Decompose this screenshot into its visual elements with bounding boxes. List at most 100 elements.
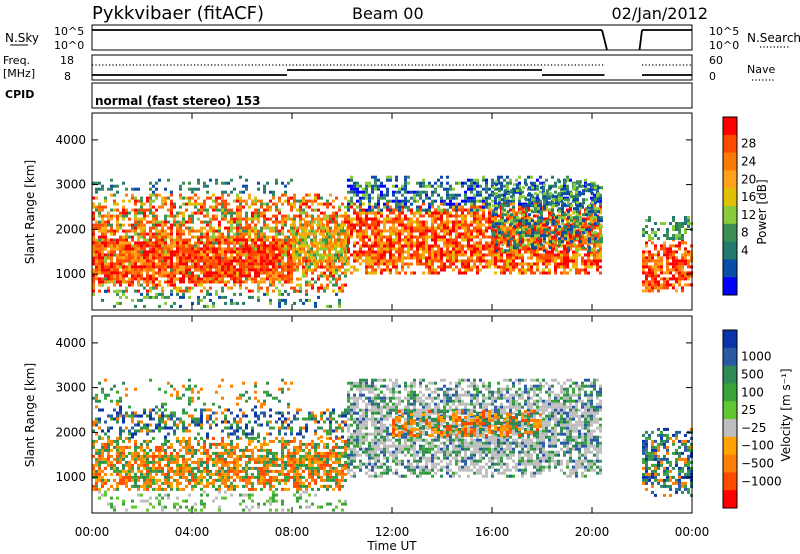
power-cell: [561, 192, 564, 196]
power-cell: [455, 214, 458, 218]
power-cell: [146, 277, 149, 281]
power-cell: [494, 217, 497, 221]
power-cell: [537, 222, 540, 226]
power-cell: [314, 280, 317, 284]
power-cell: [389, 178, 392, 182]
power-cell: [338, 208, 341, 212]
power-cell: [224, 208, 227, 212]
power-cell: [344, 235, 347, 239]
power-cell: [596, 244, 599, 248]
power-cell: [92, 262, 95, 266]
power-cell: [470, 211, 473, 215]
power-cell: [113, 283, 116, 287]
power-cell: [134, 217, 137, 221]
power-cell: [449, 232, 452, 236]
power-cell: [518, 244, 521, 248]
power-cell: [497, 238, 500, 242]
power-cell: [599, 232, 602, 236]
power-cell: [254, 265, 257, 269]
power-cell: [575, 253, 578, 257]
power-cell: [295, 241, 298, 245]
power-cell: [558, 186, 561, 190]
power-cell: [149, 256, 152, 260]
power-cell: [101, 214, 104, 218]
power-cell: [551, 259, 554, 263]
power-cell: [566, 271, 569, 275]
power-cell: [410, 247, 413, 251]
power-cell: [122, 217, 125, 221]
power-cell: [272, 244, 275, 248]
power-cell: [407, 256, 410, 260]
power-cell: [158, 193, 161, 197]
power-cell: [230, 265, 233, 269]
power-cell: [212, 205, 215, 209]
power-cell: [215, 229, 218, 233]
power-cell: [404, 223, 407, 227]
power-cell: [509, 199, 512, 203]
power-cell: [230, 235, 233, 239]
power-cell: [419, 193, 422, 197]
power-cell: [509, 262, 512, 266]
power-cell: [576, 219, 579, 223]
power-cell: [371, 184, 374, 188]
power-cell: [173, 217, 176, 221]
noise-frame: [91, 24, 693, 51]
power-cell: [531, 243, 534, 247]
power-cell: [452, 214, 455, 218]
power-cell: [278, 259, 281, 263]
power-cell: [479, 190, 482, 194]
power-cell: [95, 271, 98, 275]
power-cell: [331, 262, 334, 266]
power-cell: [464, 250, 467, 254]
power-cell: [326, 199, 329, 203]
power-cell: [551, 211, 554, 215]
power-cell: [467, 208, 470, 212]
power-cell: [383, 235, 386, 239]
power-cell: [131, 247, 134, 251]
power-cell: [503, 241, 506, 245]
power-cell: [416, 205, 419, 209]
power-cell: [218, 268, 221, 272]
power-cell: [134, 262, 137, 266]
power-cell: [233, 226, 236, 230]
power-cell: [594, 231, 597, 235]
power-cell: [140, 250, 143, 254]
power-cell: [338, 259, 341, 263]
power-cell: [504, 213, 507, 217]
power-cell: [137, 256, 140, 260]
power-cell: [131, 250, 134, 254]
power-cell: [95, 247, 98, 251]
power-cell: [539, 253, 542, 257]
power-cell: [134, 211, 137, 215]
power-cell: [383, 241, 386, 245]
power-cell: [266, 244, 269, 248]
power-cell: [525, 204, 528, 208]
power-cell: [537, 198, 540, 202]
power-cell: [308, 214, 311, 218]
power-cell: [313, 244, 316, 248]
power-cell: [509, 232, 512, 236]
power-cell: [292, 229, 295, 233]
power-cell: [101, 226, 104, 230]
power-cell: [377, 187, 380, 191]
power-cell: [284, 217, 287, 221]
power-cell: [542, 256, 545, 260]
power-cell: [305, 199, 308, 203]
power-cell: [149, 274, 152, 278]
power-cell: [503, 229, 506, 233]
power-cell: [383, 247, 386, 251]
power-cell: [383, 229, 386, 233]
power-cell: [269, 226, 272, 230]
power-cell: [209, 268, 212, 272]
power-cell: [584, 271, 587, 275]
power-cell: [440, 220, 443, 224]
power-cell: [245, 250, 248, 254]
power-cell: [594, 237, 597, 241]
power-cell: [272, 235, 275, 239]
power-cell: [224, 205, 227, 209]
power-cell: [239, 253, 242, 257]
power-cell: [401, 232, 404, 236]
power-cell: [236, 193, 239, 197]
power-cell: [143, 265, 146, 269]
power-cell: [530, 265, 533, 269]
